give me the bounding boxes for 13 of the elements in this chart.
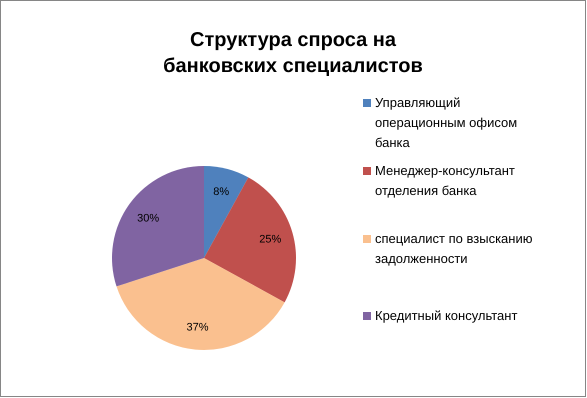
pie-slice	[204, 177, 296, 302]
chart-title: Структура спроса на банковских специалистов	[163, 29, 423, 77]
pie-slice	[112, 166, 204, 286]
pie-slice	[116, 258, 285, 350]
legend-label: специалист по взысканию задолженности	[375, 231, 533, 266]
legend-label: Менеджер-консультант отделения банка	[375, 163, 515, 198]
pie-slice	[204, 166, 248, 258]
data-label: 37%	[186, 322, 209, 334]
data-label: 30%	[137, 212, 160, 224]
data-label: 8%	[213, 186, 230, 198]
legend-label: Кредитный консультант	[375, 308, 518, 323]
data-label: 25%	[259, 234, 282, 246]
legend-label: Управляющий операционным офисом банка	[375, 95, 518, 150]
